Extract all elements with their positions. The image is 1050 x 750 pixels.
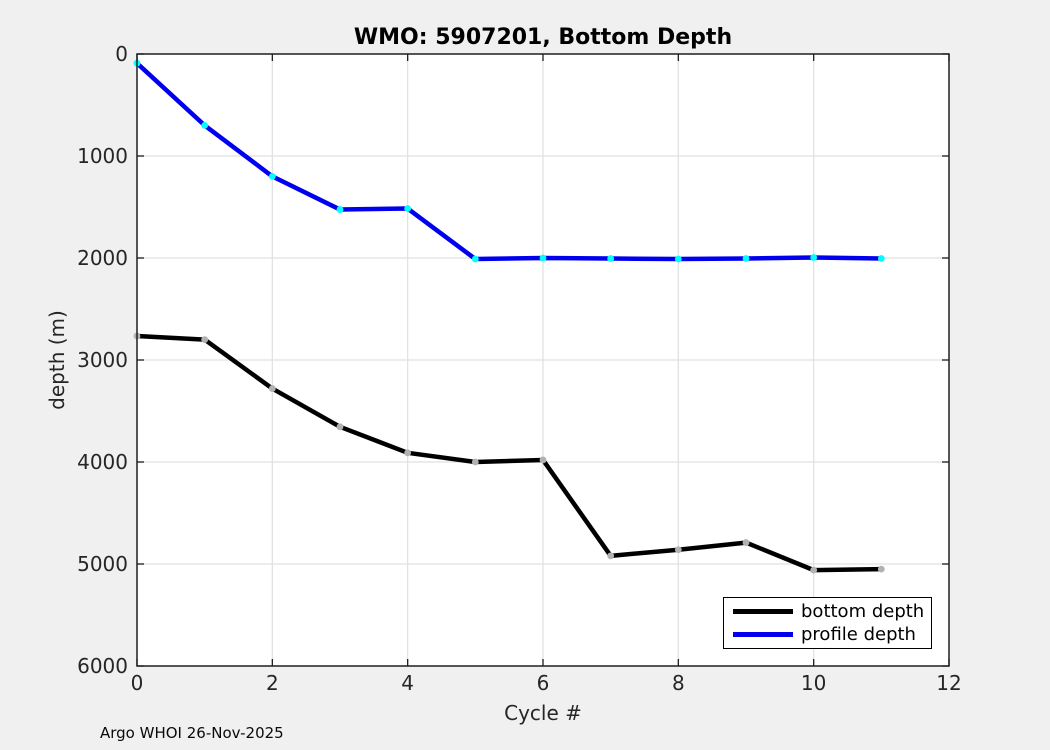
- profile-depth-line: [134, 60, 884, 262]
- x-axis-label: Cycle #: [504, 701, 582, 725]
- profile-depth-marker: [404, 205, 412, 212]
- y-tick-label: 2000: [77, 246, 128, 270]
- x-tick-label: 12: [936, 671, 962, 695]
- y-tick-label: 4000: [77, 450, 128, 474]
- chart-title: WMO: 5907201, Bottom Depth: [353, 25, 733, 50]
- bottom-depth-marker: [539, 456, 547, 464]
- profile-depth-marker: [268, 173, 276, 180]
- bottom-depth-marker: [404, 449, 412, 457]
- profile-depth-marker: [471, 255, 479, 263]
- bottom-depth-marker: [877, 565, 885, 573]
- legend: bottom depth profile depth: [723, 597, 932, 649]
- bottom-depth-marker: [336, 423, 344, 431]
- x-tick-label: 2: [265, 671, 279, 695]
- profile-depth-marker: [201, 122, 209, 129]
- x-tick-label: 6: [536, 671, 550, 695]
- profile-depth-marker: [674, 255, 682, 263]
- profile-depth-marker: [810, 254, 818, 261]
- legend-label: bottom depth: [801, 600, 925, 622]
- bottom-depth-marker: [471, 458, 479, 466]
- y-tick-label: 6000: [77, 654, 128, 678]
- legend-line-sample-blue: [733, 632, 793, 637]
- x-tick-label: 4: [401, 671, 415, 695]
- legend-label: profile depth: [801, 623, 916, 645]
- y-tick-label: 1000: [77, 144, 128, 168]
- bottom-depth-line: [134, 333, 884, 573]
- y-tick-label: 3000: [77, 348, 128, 372]
- legend-line-sample-black: [733, 609, 793, 614]
- bottom-depth-marker: [201, 336, 209, 343]
- y-tick-label: 0: [115, 42, 128, 66]
- profile-depth-marker: [539, 254, 547, 262]
- x-tick-label: 0: [130, 671, 144, 695]
- profile-depth-marker: [877, 255, 885, 262]
- bottom-depth-marker: [742, 539, 750, 546]
- legend-entry-bottom-depth: bottom depth: [724, 600, 931, 623]
- profile-depth-marker: [607, 255, 615, 262]
- bottom-depth-marker: [607, 552, 615, 560]
- x-tick-label: 10: [800, 671, 827, 695]
- profile-depth-marker: [742, 255, 750, 262]
- bottom-depth-marker: [268, 385, 276, 392]
- bottom-depth-marker: [810, 566, 818, 574]
- bottom-depth-marker: [674, 546, 682, 554]
- profile-depth-marker: [336, 206, 344, 213]
- watermark-text: Argo WHOI 26-Nov-2025: [100, 724, 284, 742]
- x-tick-label: 8: [671, 671, 685, 695]
- legend-entry-profile-depth: profile depth: [724, 623, 931, 646]
- y-tick-label: 5000: [77, 552, 128, 576]
